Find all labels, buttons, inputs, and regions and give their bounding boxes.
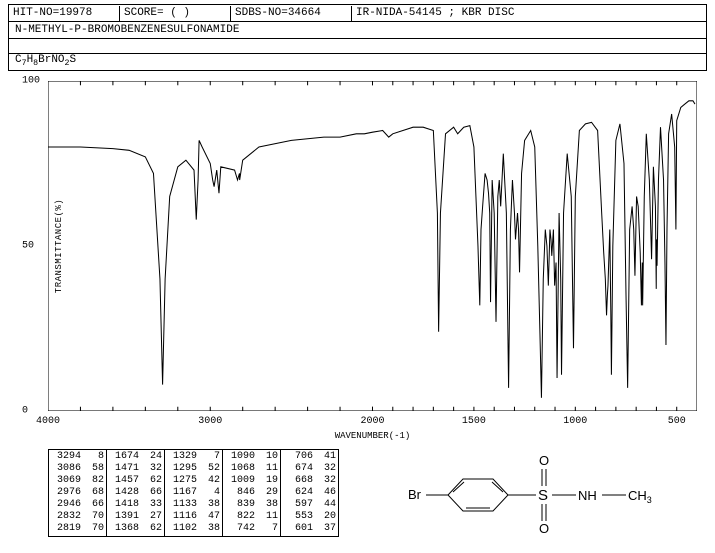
- header-row-4: C7H8BrNO2S: [8, 54, 707, 71]
- peak-cell: 70641: [283, 451, 336, 463]
- peak-cell: 82211: [225, 511, 278, 523]
- o-atom-1: O: [539, 453, 549, 468]
- peak-cell: 62446: [283, 487, 336, 499]
- peak-cell: 83938: [225, 499, 278, 511]
- y-tick-label: 0: [22, 406, 28, 417]
- peak-column: 1329712955212754211674113338111647110238: [165, 450, 223, 536]
- molecule-diagram: Br S O O: [369, 449, 697, 539]
- blank-cell: [9, 39, 706, 54]
- peak-cell: 32948: [51, 451, 104, 463]
- peak-cell: 308658: [51, 463, 104, 475]
- score-cell: SCORE= ( ): [120, 6, 231, 21]
- y-tick-label: 100: [22, 76, 40, 87]
- x-tick-label: 1000: [563, 416, 587, 427]
- peak-cell: 127542: [167, 475, 220, 487]
- peak-cell: 100919: [225, 475, 278, 487]
- peak-cell: 167424: [109, 451, 162, 463]
- spectrum-chart: TRANSMITTANCE(%) WAVENUMBER(-1) 050100 4…: [48, 81, 697, 411]
- peak-cell: 60137: [283, 523, 336, 535]
- peak-cell: 306982: [51, 475, 104, 487]
- y-tick-label: 50: [22, 241, 34, 252]
- peak-cell: 109010: [225, 451, 278, 463]
- peak-cell: 294666: [51, 499, 104, 511]
- peak-cell: 55320: [283, 511, 336, 523]
- sdbs-cell: SDBS-NO=34664: [231, 6, 352, 21]
- peak-cell: 281970: [51, 523, 104, 535]
- peak-cell: 141833: [109, 499, 162, 511]
- hit-no-label: HIT-NO=: [13, 7, 59, 19]
- peak-cell: 297668: [51, 487, 104, 499]
- x-tick-label: 3000: [198, 416, 222, 427]
- x-tick-label: 1500: [462, 416, 486, 427]
- x-tick-label: 500: [668, 416, 686, 427]
- spectrum-svg: [48, 81, 697, 411]
- peak-cell: 66832: [283, 475, 336, 487]
- peak-cell: 67432: [283, 463, 336, 475]
- peak-cell: 111647: [167, 511, 220, 523]
- peak-cell: 59744: [283, 499, 336, 511]
- peak-cell: 142866: [109, 487, 162, 499]
- peak-table: 3294830865830698229766829466628327028197…: [48, 449, 339, 537]
- peak-column: 3294830865830698229766829466628327028197…: [49, 450, 107, 536]
- x-tick-label: 2000: [360, 416, 384, 427]
- peak-cell: 7427: [225, 523, 278, 535]
- peak-cell: 11674: [167, 487, 220, 499]
- peak-cell: 145762: [109, 475, 162, 487]
- hit-no-value: 19978: [59, 7, 92, 19]
- nh-atom: NH: [578, 488, 597, 503]
- header-row-2: N-METHYL-P-BROMOBENZENESULFONAMIDE: [8, 22, 707, 39]
- peak-cell: 283270: [51, 511, 104, 523]
- peak-cell: 13297: [167, 451, 220, 463]
- score-label: SCORE=: [124, 7, 164, 19]
- compound-cell: N-METHYL-P-BROMOBENZENESULFONAMIDE: [9, 23, 706, 38]
- peak-column: 1090101068111009198462983938822117427: [223, 450, 281, 536]
- o-atom-2: O: [539, 521, 549, 536]
- s-atom: S: [538, 487, 548, 504]
- formula-cell: C7H8BrNO2S: [9, 53, 706, 71]
- sdbs-value: 34664: [288, 7, 321, 19]
- sdbs-label: SDBS-NO=: [235, 7, 288, 19]
- header-row-1: HIT-NO=19978 SCORE= ( ) SDBS-NO=34664 IR…: [8, 4, 707, 22]
- hit-no-cell: HIT-NO=19978: [9, 6, 120, 21]
- ch3-atom: CH3: [628, 488, 652, 505]
- peak-cell: 129552: [167, 463, 220, 475]
- peak-cell: 136862: [109, 523, 162, 535]
- compound-name: N-METHYL-P-BROMOBENZENESULFONAMIDE: [15, 24, 239, 36]
- peak-cell: 139127: [109, 511, 162, 523]
- x-axis-label: WAVENUMBER(-1): [335, 431, 411, 441]
- method-value: IR-NIDA-54145 ; KBR DISC: [356, 7, 514, 19]
- header-row-3: [8, 39, 707, 54]
- peak-column: 70641674326683262446597445532060137: [281, 450, 338, 536]
- peak-cell: 147132: [109, 463, 162, 475]
- peak-cell: 110238: [167, 523, 220, 535]
- peak-cell: 84629: [225, 487, 278, 499]
- score-value: ( ): [170, 7, 190, 19]
- x-tick-label: 4000: [36, 416, 60, 427]
- peak-column: 1674241471321457621428661418331391271368…: [107, 450, 165, 536]
- br-atom: Br: [408, 487, 422, 502]
- formula-text: C7H8BrNO2S: [15, 54, 76, 66]
- peak-cell: 113338: [167, 499, 220, 511]
- method-cell: IR-NIDA-54145 ; KBR DISC: [352, 6, 706, 21]
- peak-cell: 106811: [225, 463, 278, 475]
